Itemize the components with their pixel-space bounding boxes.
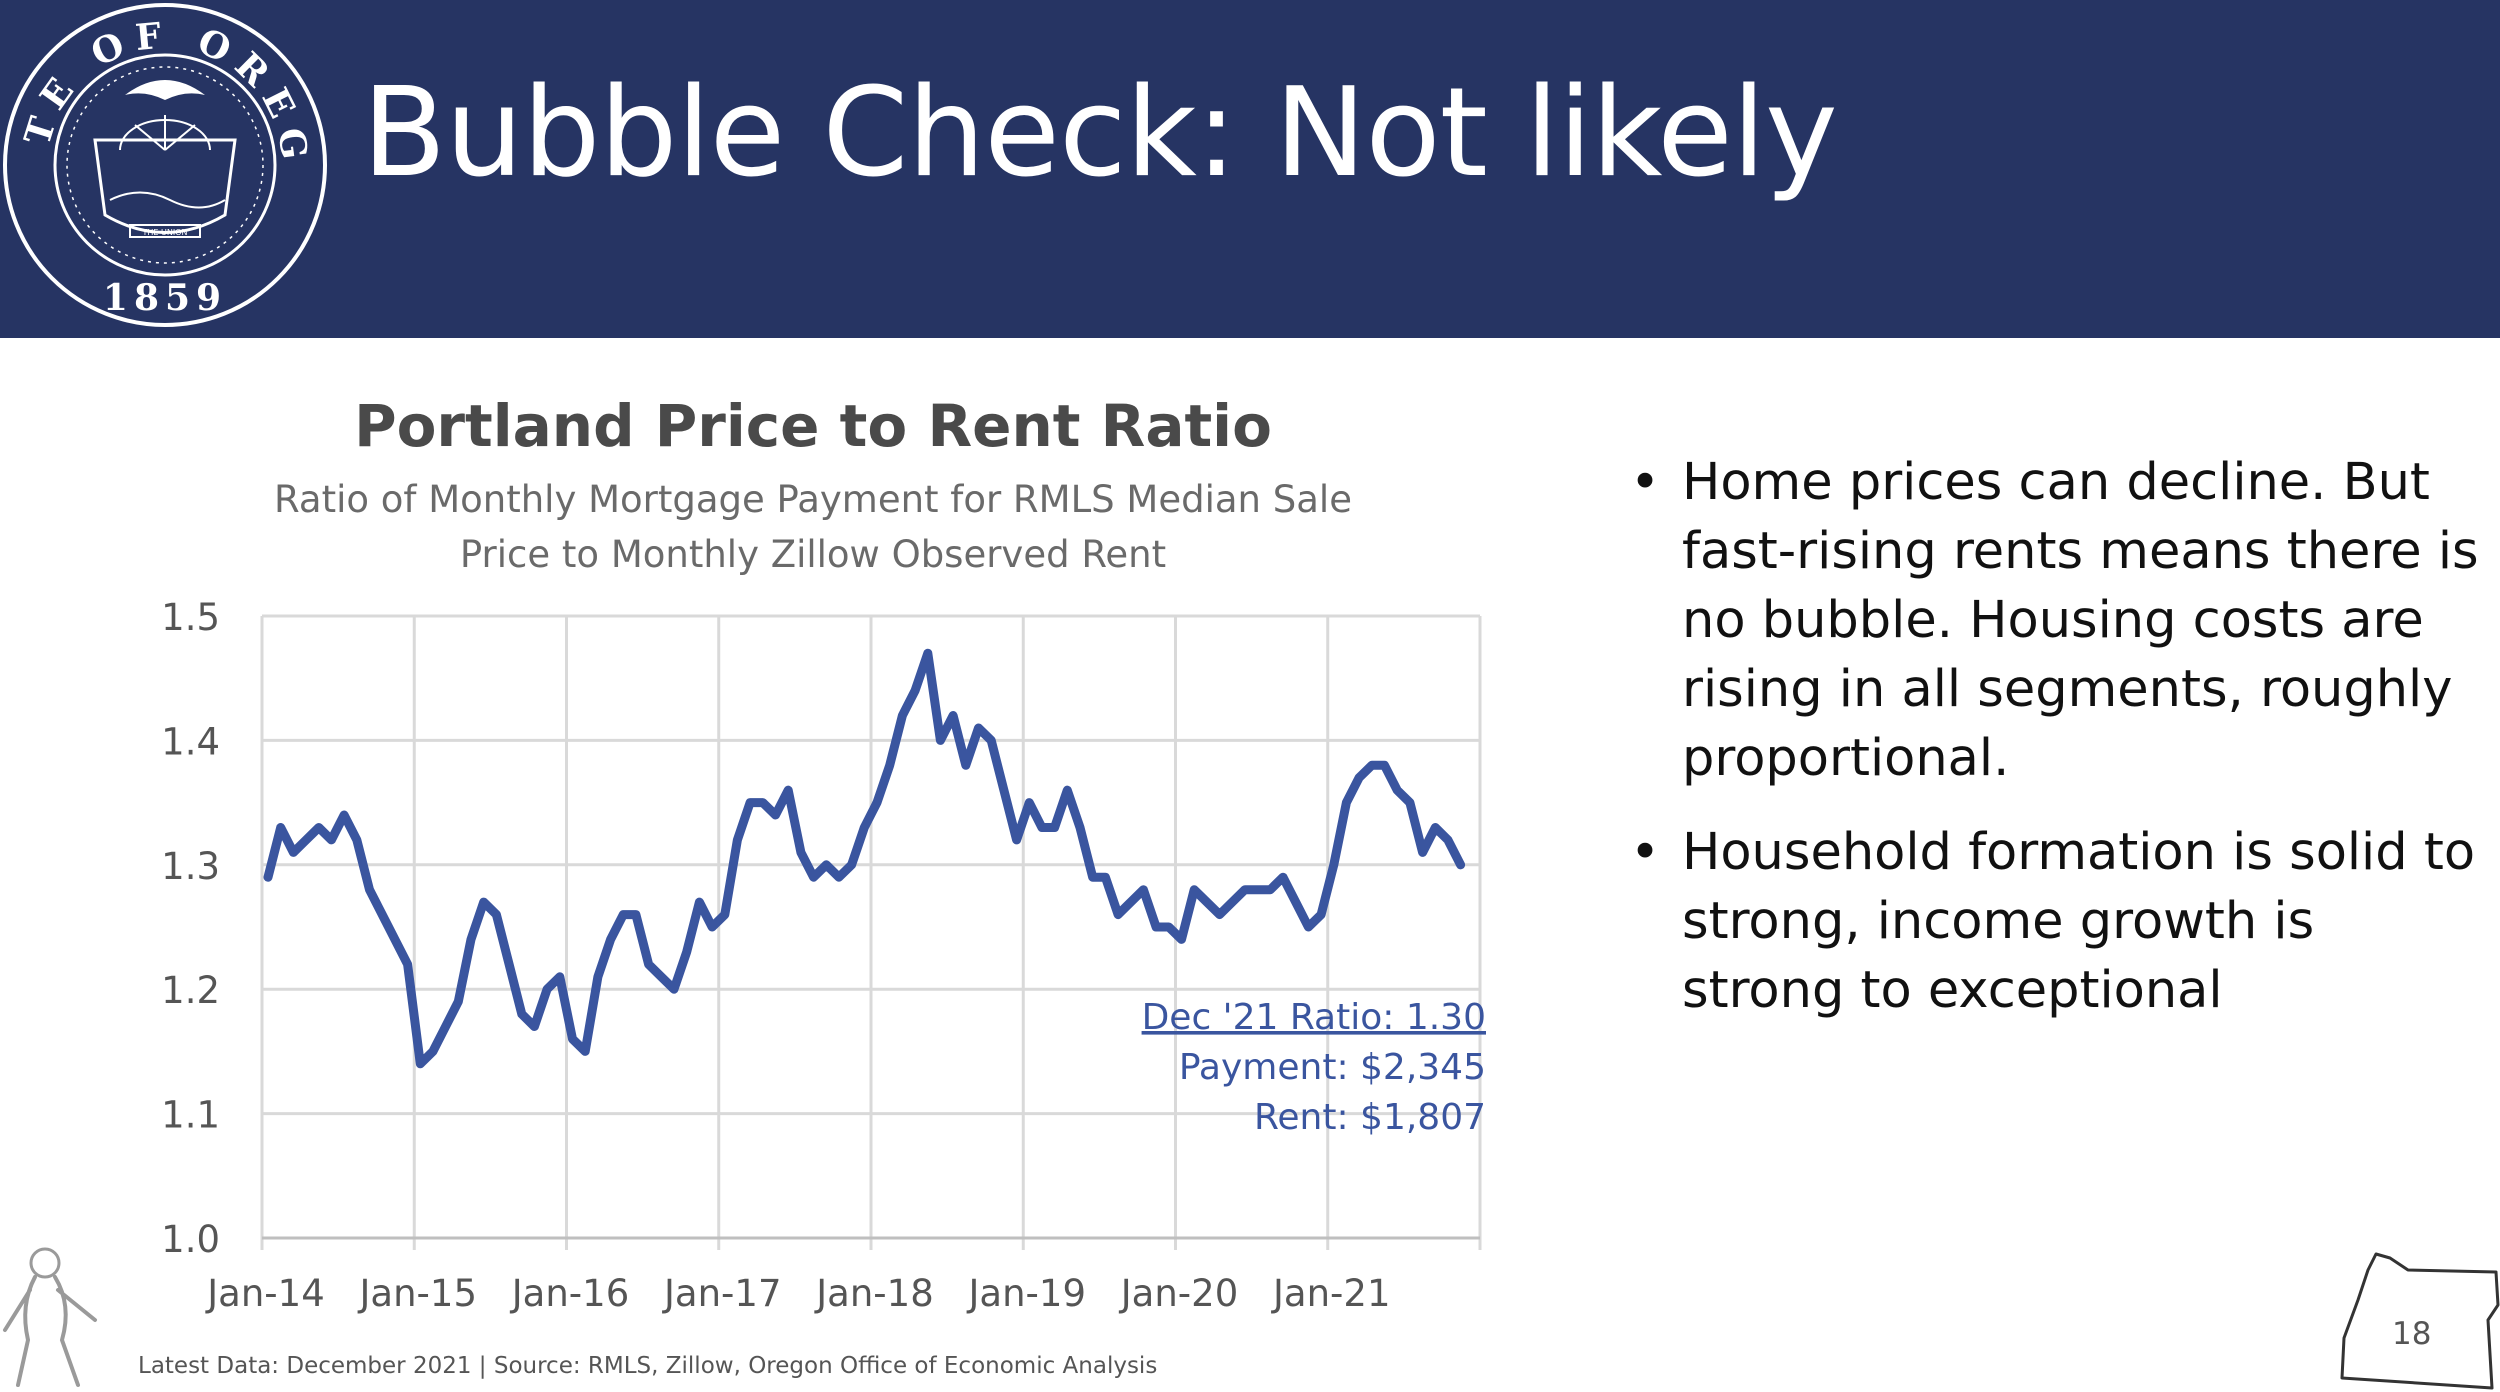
chart-subtitle-line-2: Price to Monthly Zillow Observed Rent [459,533,1167,576]
y-tick-label: 1.1 [161,1094,220,1137]
x-tick-label: Jan-21 [1271,1272,1390,1315]
bullet-text: Household formation is solid to strong, … [1682,823,2476,1020]
seal-year: 1859 [103,277,227,319]
x-tick-label: Jan-19 [967,1272,1086,1315]
chart-title: Portland Price to Rent Ratio [354,392,1272,460]
x-tick-label: Jan-20 [1119,1272,1238,1315]
seal-banner-text: THE UNION [142,228,188,237]
chart-gridlines [260,614,1482,1250]
bullet-list: • Home prices can decline. But fast-risi… [1630,448,2480,1050]
source-footer: Latest Data: December 2021 | Source: RML… [138,1353,1158,1379]
slide-title: Bubble Check: Not likely [362,62,1838,205]
bullet-item: • Home prices can decline. But fast-risi… [1630,448,2480,793]
seal-eagle-icon [125,80,205,100]
x-tick-label: Jan-16 [510,1272,629,1315]
annotation-ratio: Dec '21 Ratio: 1.30 [1142,997,1486,1038]
bullet-dot-icon: • [1630,823,1661,882]
annotation-payment: Payment: $2,345 [1179,1047,1486,1088]
seal-shield-icon [93,138,237,234]
bigfoot-icon [3,1247,97,1387]
oregon-state-seal: STATE OF OREGON 1859 THE UNION [0,0,327,327]
y-tick-label: 1.3 [161,845,220,888]
page-number: 18 [2392,1316,2432,1352]
annotation-rent: Rent: $1,807 [1254,1097,1486,1138]
x-tick-label: Jan-17 [662,1272,781,1315]
oregon-state-outline-icon [2340,1252,2500,1390]
bullet-dot-icon: • [1630,453,1661,512]
x-tick-label: Jan-15 [358,1272,477,1315]
price-to-rent-chart: 1.0 1.1 1.2 1.3 1.4 1.5 Jan-14 Jan-15 Jan-16 Jan-… [161,596,1486,1315]
x-tick-label: Jan-18 [814,1272,933,1315]
y-tick-label: 1.5 [161,596,220,639]
y-tick-label: 1.4 [161,720,220,763]
chart-subtitle-line-1: Ratio of Monthly Mortgage Payment for RM… [274,478,1352,521]
bullet-text: Home prices can decline. But fast-rising… [1682,453,2479,788]
chart-annotation: Dec '21 Ratio: 1.30 Payment: $2,345 Rent: … [1142,997,1486,1138]
bullet-item: • Household formation is solid to strong… [1630,818,2480,1025]
x-tick-label: Jan-14 [205,1272,324,1315]
header-banner [0,0,2500,338]
chart-tick-labels: 1.0 1.1 1.2 1.3 1.4 1.5 Jan-14 Jan-15 Jan-16 Jan-… [161,596,1390,1315]
y-tick-label: 1.2 [161,969,220,1012]
ratio-series-line [263,648,1466,1069]
y-tick-label: 1.0 [161,1218,220,1261]
chart-series-layer [263,648,1466,1069]
